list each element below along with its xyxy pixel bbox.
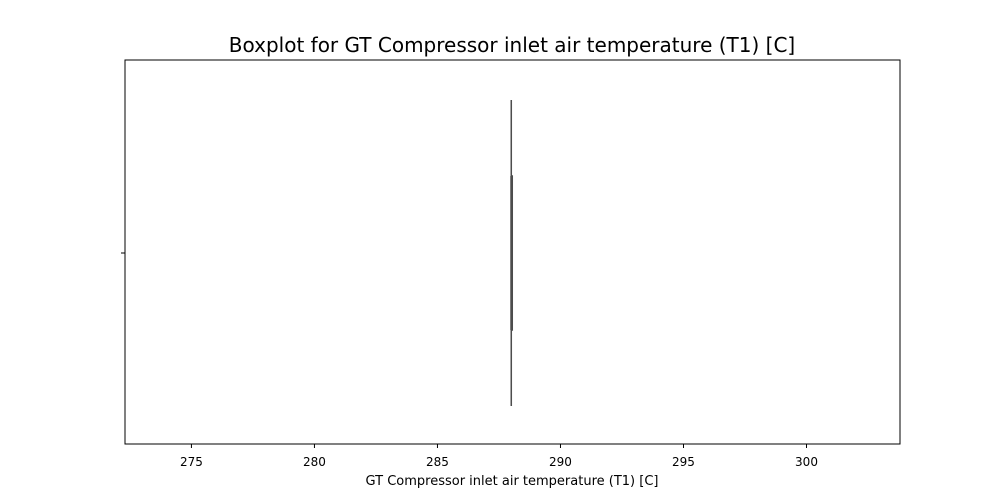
x-tick-label: 290 bbox=[549, 455, 572, 469]
x-tick-label: 300 bbox=[795, 455, 818, 469]
x-tick-label: 295 bbox=[672, 455, 695, 469]
x-tick-label: 280 bbox=[303, 455, 326, 469]
x-tick-label: 285 bbox=[426, 455, 449, 469]
x-axis-ticks: 275 280 285 290 295 300 bbox=[180, 444, 818, 469]
x-tick-label: 275 bbox=[180, 455, 203, 469]
x-axis-label: GT Compressor inlet air temperature (T1)… bbox=[366, 474, 659, 489]
box-group bbox=[510, 100, 514, 406]
plot-area-frame bbox=[124, 59, 901, 445]
chart-title: Boxplot for GT Compressor inlet air temp… bbox=[229, 33, 795, 57]
